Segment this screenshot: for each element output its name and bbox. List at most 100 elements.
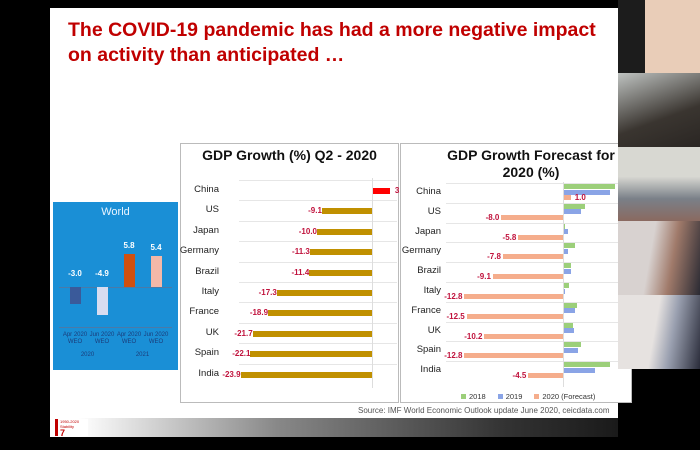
video-tile-blank[interactable] [645,0,700,73]
data-label: 5.8 [123,240,135,250]
bar-2020 [492,274,563,280]
gridline [446,321,631,323]
gridline [239,261,397,263]
category-label: Italy [423,285,441,296]
video-tile-participant-3[interactable] [618,221,700,295]
legend-swatch [461,394,466,399]
bar [268,310,372,317]
bar-2018 [563,362,610,368]
data-label: -18.9 [249,308,269,318]
world-bar [70,287,81,305]
zero-axis [563,182,564,387]
legend-label: 2019 [505,392,523,401]
category-label: Germany [179,245,219,257]
bar-2019 [563,268,572,274]
category-label: Germany [401,245,441,257]
gridline [446,341,631,343]
chart-title: GDP Growth Forecast for 2020 (%) [447,147,615,180]
data-label: -23.9 [222,369,241,379]
video-panel-bg [618,0,645,73]
category-label: India [420,364,441,376]
category-label: China [194,184,219,195]
legend-item: 2019 [497,392,523,401]
category-label: Brazil [417,265,441,277]
zero-line [59,287,172,288]
bar-2019 [563,288,566,294]
data-label: -22.1 [232,349,251,359]
gdp-q2-chart: GDP Growth (%) Q2 - 2020 China3.2US-9.1J… [180,143,406,403]
data-label: -11.4 [291,267,310,277]
world-bar [97,287,108,315]
video-tile-participant-4[interactable] [618,295,700,369]
data-label: -4.5 [512,371,527,381]
bar [309,249,372,256]
gridline [446,183,631,184]
bar-2020 [501,214,563,220]
category-label: India [198,367,219,379]
category-label: Spain [416,344,441,356]
bar-2020 [464,294,563,299]
video-tile-participant-2[interactable] [618,147,700,221]
data-label: -4.9 [95,269,109,278]
bar-2018 [563,184,615,189]
bar-2018 [563,243,575,249]
category-label: UK [205,326,219,338]
bar-2018 [563,263,572,269]
gridline [239,302,397,304]
gridline [239,180,397,181]
gridline [446,202,631,204]
bar-2019 [563,229,569,235]
bar-2019 [563,308,575,314]
gridline [239,343,397,345]
bar-2019 [563,209,581,215]
legend-item: 2018 [461,392,486,401]
gdp-forecast-chart: GDP Growth Forecast for 2020 (%) China 1.… [400,143,632,403]
data-label: -12.8 [444,292,463,301]
data-label: -3.0 [68,269,82,278]
data-label: -11.3 [292,247,310,257]
gridline [446,222,631,224]
bar-2019 [563,328,574,334]
category-label: China [416,186,441,197]
bar [240,371,372,378]
category-label: Apr 2020 WEO [62,332,88,345]
data-label: -7.8 [487,252,501,262]
category-label: France [411,304,441,316]
gridline [239,282,397,283]
category-label: France [189,306,219,318]
category-label: UK [427,324,441,336]
bar [309,269,372,276]
chart-title: GDP Growth (%) Q2 - 2020 [202,147,377,163]
world-bar [124,253,135,287]
bar [372,188,390,194]
cbsl-logo: 1950-2020 Stability 7 [55,419,88,438]
video-tile-participant-1[interactable] [618,73,700,147]
legend-label: 2018 [469,392,486,401]
data-label: 1.0 [574,193,586,202]
group-label: 2021 [135,352,150,358]
bar-2020 [484,333,563,339]
category-label: Apr 2020 WEO [116,332,142,345]
bar-2020 [528,373,563,379]
gridline [446,361,631,363]
data-label: 5.4 [150,243,162,253]
gridline [446,242,631,244]
slide-footer-bar [50,418,618,437]
category-label: Italy [201,286,219,297]
bar-2018 [563,322,573,328]
bar-2019 [563,189,610,195]
bar-2018 [563,283,570,288]
category-label: Brazil [195,265,219,277]
gridline [239,220,397,222]
data-label: -9.1 [477,272,491,282]
group-label: 2020 [80,352,95,358]
bar-2019 [563,248,568,254]
data-label: -10.2 [464,331,483,341]
zero-axis [372,178,373,388]
category-label: Japan [193,224,219,236]
data-label: -12.5 [446,311,465,321]
bar-2018 [563,223,566,229]
bar-2018 [563,203,586,209]
bar-2020 [466,313,563,319]
bar [276,290,372,296]
